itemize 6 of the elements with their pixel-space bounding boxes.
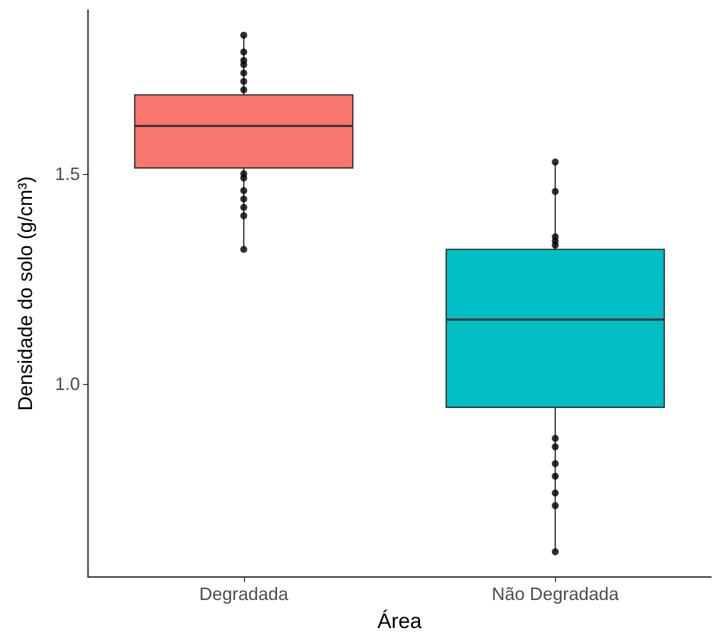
- x-tick-label: Não Degradada: [492, 584, 620, 604]
- y-tick-label: 1.0: [54, 374, 80, 394]
- y-axis-title: Densidade do solo (g/cm³): [15, 176, 37, 411]
- y-tick-label: 1.5: [54, 164, 80, 184]
- x-tick-label: Degradada: [199, 584, 290, 604]
- x-axis-title: Área: [377, 609, 422, 633]
